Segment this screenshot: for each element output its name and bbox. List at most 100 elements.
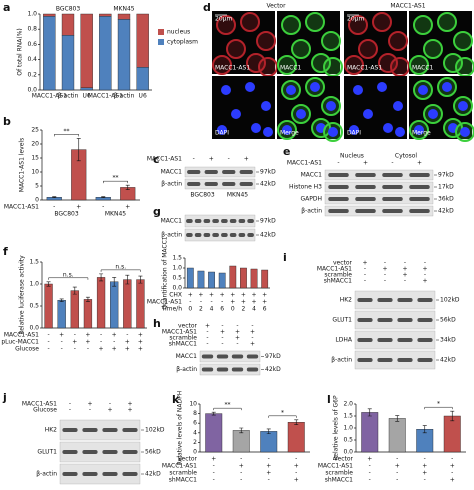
row-sign: - xyxy=(384,260,386,267)
row-sign: + xyxy=(125,346,130,353)
row-sign: + xyxy=(363,160,368,167)
row-sign: - xyxy=(396,456,398,463)
cell xyxy=(291,39,311,59)
cell xyxy=(305,12,325,32)
nucleus xyxy=(460,127,470,137)
bar xyxy=(205,413,223,453)
y-tick-label: 0.0 xyxy=(29,325,39,332)
row-sign: - xyxy=(404,278,406,285)
tile-label: Merge xyxy=(412,130,431,137)
row-label: scramble xyxy=(324,272,352,279)
group-label: MKN45 xyxy=(113,6,134,13)
row-sign: + xyxy=(72,339,77,346)
x-tick-label: MACC1-AS1 xyxy=(32,93,67,100)
row-sign: - xyxy=(210,299,212,306)
bar-segment xyxy=(80,87,93,91)
legend-swatch xyxy=(158,39,164,45)
row-label: Glucose xyxy=(33,407,57,414)
tile-label: MACC1-AS1 xyxy=(347,65,382,72)
y-tick-label: 1.0 xyxy=(343,425,353,432)
row-sign: - xyxy=(369,477,371,484)
row-sign: - xyxy=(189,299,191,306)
y-tick-label: 0.5 xyxy=(343,437,353,444)
blot-band xyxy=(382,185,403,189)
row-sign: + xyxy=(230,299,235,306)
error-bar xyxy=(294,419,299,425)
row-sign: + xyxy=(250,341,255,348)
blot-band xyxy=(377,298,393,302)
row-sign: - xyxy=(236,341,238,348)
bar-segment xyxy=(43,16,56,91)
blot-band xyxy=(229,219,237,223)
cell xyxy=(372,12,392,32)
blot-band xyxy=(355,197,376,201)
nucleus xyxy=(221,85,231,95)
bar-segment xyxy=(117,13,131,20)
bar xyxy=(70,290,79,329)
blot-band xyxy=(238,219,246,223)
cell xyxy=(455,57,474,77)
blot-band xyxy=(82,428,98,432)
blot-band xyxy=(203,233,211,237)
y-tick-label: 0 xyxy=(35,197,39,204)
cell xyxy=(258,57,278,77)
band-label: GAPDH xyxy=(300,196,322,203)
blot-band xyxy=(62,428,78,432)
row-sign: + xyxy=(239,463,244,470)
row-sign: - xyxy=(424,456,426,463)
tile-label: MACC1 xyxy=(280,65,302,72)
tile-label: DAPI xyxy=(215,130,229,137)
y-axis-label: Quantification of MACC1 xyxy=(162,236,169,309)
row-sign: + xyxy=(127,401,132,408)
blot-band xyxy=(231,367,244,372)
blot-band xyxy=(417,338,433,342)
panel-label: f xyxy=(3,245,8,258)
size-label: 42kD xyxy=(438,208,454,215)
y-tick-label: 5 xyxy=(35,183,39,190)
blot-band xyxy=(417,358,433,362)
blot-band xyxy=(187,170,201,174)
blot-band xyxy=(357,318,373,322)
x-tick-label: β-actin xyxy=(58,93,79,100)
panel-label: i xyxy=(283,251,287,264)
bar xyxy=(57,300,66,329)
row-sign: + xyxy=(235,329,240,336)
row-label: shMACC1 xyxy=(324,278,352,285)
x-tick-label: U6 xyxy=(139,93,147,100)
size-label: 97kD xyxy=(438,172,454,179)
bar xyxy=(208,271,215,289)
row-sign: + xyxy=(85,332,90,339)
band-label: β-actin xyxy=(36,471,57,478)
error-bar xyxy=(52,196,57,199)
significance-bracket xyxy=(54,134,79,137)
row-sign: - xyxy=(100,339,102,346)
row-sign: - xyxy=(240,456,242,463)
row-sign: - xyxy=(100,332,102,339)
blot-band xyxy=(102,472,118,476)
bar xyxy=(44,283,53,329)
row-sign: - xyxy=(53,204,55,211)
blot-band xyxy=(357,338,373,342)
row-label: MACC1-AS1 xyxy=(22,401,57,408)
group-label: Nucleus xyxy=(340,153,364,160)
blot-band xyxy=(82,472,98,476)
row-sign: - xyxy=(47,332,49,339)
row-sign: - xyxy=(87,346,89,353)
nucleus xyxy=(383,123,393,133)
y-tick-label: 4 xyxy=(193,429,197,436)
bar xyxy=(110,281,119,329)
blot-band xyxy=(328,209,349,213)
row-label: MACC1-AS1 xyxy=(147,156,182,163)
y-tick-label: 1.5 xyxy=(343,413,353,420)
blot-strip xyxy=(354,310,436,330)
cell xyxy=(246,53,266,73)
row-sign: - xyxy=(74,332,76,339)
blot-band xyxy=(187,182,201,186)
row-sign: + xyxy=(422,470,427,477)
row-sign: - xyxy=(384,278,386,285)
bar xyxy=(261,269,269,289)
panel-label: h xyxy=(153,317,161,330)
blot-strip xyxy=(324,193,434,205)
significance-bracket xyxy=(103,180,128,184)
nucleus xyxy=(363,109,373,119)
